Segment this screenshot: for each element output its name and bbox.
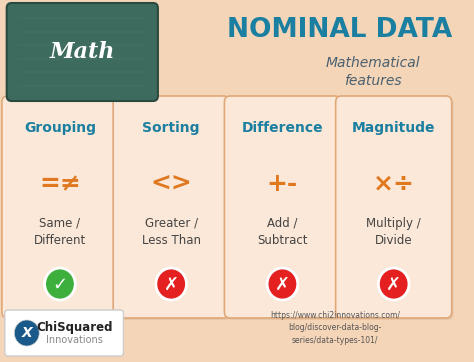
FancyBboxPatch shape xyxy=(113,96,229,318)
Text: +-: +- xyxy=(267,172,298,196)
Text: https://www.chi2innovations.com/
blog/discover-data-blog-
series/data-types-101/: https://www.chi2innovations.com/ blog/di… xyxy=(270,311,400,345)
Text: =≠: =≠ xyxy=(39,172,81,196)
Text: Add /
Subtract: Add / Subtract xyxy=(257,216,308,248)
Text: Magnitude: Magnitude xyxy=(352,121,436,135)
Text: Innovations: Innovations xyxy=(46,335,103,345)
Text: <>: <> xyxy=(150,172,192,196)
Text: Difference: Difference xyxy=(242,121,323,135)
Text: Grouping: Grouping xyxy=(24,121,96,135)
Text: NOMINAL DATA: NOMINAL DATA xyxy=(227,17,452,43)
Text: Multiply /
Divide: Multiply / Divide xyxy=(366,216,421,248)
Text: ✗: ✗ xyxy=(386,276,401,294)
Circle shape xyxy=(45,268,75,300)
Text: Math: Math xyxy=(50,41,115,63)
Text: ✓: ✓ xyxy=(52,276,67,294)
Circle shape xyxy=(14,320,39,346)
Circle shape xyxy=(267,268,298,300)
FancyBboxPatch shape xyxy=(5,310,123,356)
Text: ✗: ✗ xyxy=(164,276,179,294)
FancyBboxPatch shape xyxy=(7,3,158,101)
FancyBboxPatch shape xyxy=(336,96,452,318)
FancyBboxPatch shape xyxy=(115,98,231,320)
Text: Mathematical
features: Mathematical features xyxy=(326,56,420,88)
Text: Same /
Different: Same / Different xyxy=(34,216,86,248)
FancyBboxPatch shape xyxy=(337,98,454,320)
FancyBboxPatch shape xyxy=(2,96,118,318)
FancyBboxPatch shape xyxy=(224,96,340,318)
Text: ✗: ✗ xyxy=(275,276,290,294)
Text: Sorting: Sorting xyxy=(142,121,200,135)
Text: ChiSquared: ChiSquared xyxy=(36,320,113,333)
FancyBboxPatch shape xyxy=(226,98,342,320)
Text: Greater /
Less Than: Greater / Less Than xyxy=(142,216,201,248)
FancyBboxPatch shape xyxy=(4,98,120,320)
Text: X: X xyxy=(21,326,32,340)
Text: ×÷: ×÷ xyxy=(373,172,415,196)
Circle shape xyxy=(378,268,409,300)
Circle shape xyxy=(156,268,186,300)
